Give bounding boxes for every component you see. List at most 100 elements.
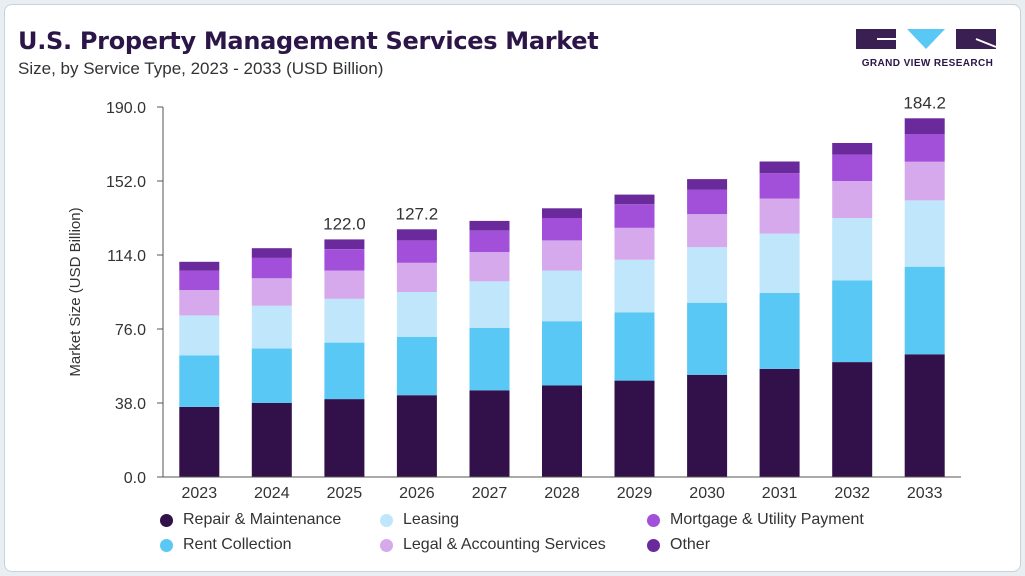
total-label-2026: 127.2 [396,204,439,223]
bar-segment-rent-2027 [469,328,510,391]
bar-segment-leasing-2031 [759,233,800,293]
bar-segment-legal-2033 [904,161,945,201]
bar-segment-leasing-2033 [904,200,945,267]
bar-segment-legal-2032 [832,181,873,218]
bar-segment-mortgage-2026 [396,240,437,263]
bar-segment-other-2032 [832,143,873,155]
bar-segment-mortgage-2033 [904,134,945,162]
bar-segment-mortgage-2031 [759,173,800,199]
bar-segment-mortgage-2028 [542,218,582,241]
x-tick-label-2024: 2024 [254,485,290,502]
legend-item-rent: Rent Collection [160,536,292,554]
bar-segment-legal-2023 [179,290,220,316]
bar-segment-leasing-2030 [687,247,728,303]
bar-segment-legal-2030 [687,214,728,248]
chart-legend: Repair & Maintenance Leasing Mortgage & Ut… [160,511,1020,571]
bar-segment-other-2030 [687,179,728,190]
legend-item-legal: Legal & Accounting Services [380,536,606,554]
legend-label-other: Other [670,536,711,553]
bar-segment-rent-2033 [904,266,945,355]
bar-segment-leasing-2025 [324,298,365,343]
legend-item-leasing: Leasing [380,511,459,529]
x-tick-label-2025: 2025 [327,485,363,502]
bar-segment-rent-2031 [759,293,800,369]
bar-segment-rent-2026 [396,336,437,396]
bar-segment-mortgage-2029 [614,204,655,228]
x-tick-label-2030: 2030 [689,485,725,502]
logo-text: GRAND VIEW RESEARCH [861,58,994,69]
logo-block-g [856,29,896,49]
grand-view-research-logo [856,29,997,49]
x-tick-label-2023: 2023 [182,485,218,502]
bar-segment-rent-2030 [687,302,728,375]
bar-segment-other-2033 [904,118,945,135]
logo-block-v [907,29,945,49]
x-tick-label-2032: 2032 [834,485,870,502]
legend-swatch-legal [380,538,393,552]
chart-subtitle: Size, by Service Type, 2023 - 2033 (USD … [18,59,384,78]
bar-segment-other-2028 [542,208,582,218]
legend-swatch-rent [160,538,173,552]
bar-segment-repair-2031 [759,368,800,477]
legend-item-repair: Repair & Maintenance [160,511,341,529]
bar-segment-leasing-2029 [614,259,655,313]
bar-segment-leasing-2023 [179,315,220,356]
bar-segment-rent-2032 [832,280,873,363]
bar-segment-leasing-2027 [469,281,510,328]
y-tick-label-1: 38.0 [115,396,146,413]
legend-label-legal: Legal & Accounting Services [403,536,606,553]
legend-swatch-mortgage [647,513,660,527]
x-tick-label-2031: 2031 [762,485,798,502]
bar-segment-other-2027 [469,220,510,231]
chart-title: U.S. Property Management Services Market [18,27,599,55]
bar-segment-repair-2030 [687,374,728,477]
bar-segment-leasing-2024 [251,305,292,349]
bar-segment-legal-2027 [469,252,510,282]
bar-segment-repair-2026 [396,395,437,477]
bar-segment-rent-2029 [614,312,655,381]
bar-segment-repair-2032 [832,362,873,477]
bar-segment-rent-2024 [251,348,292,403]
y-tick-label-3: 114.0 [107,248,146,265]
labels-layer: 2023 2024 2025 2026 2027 2028 2029 2030 2031 2032… [67,93,946,502]
bar-segment-other-2024 [251,248,292,258]
bar-segment-mortgage-2024 [251,257,292,279]
bar-segment-rent-2028 [542,321,582,386]
bar-segment-repair-2027 [469,390,510,477]
bar-segment-other-2023 [179,261,220,271]
bar-segment-repair-2028 [542,385,582,477]
bar-segment-mortgage-2032 [832,154,873,181]
bar-segment-legal-2028 [542,240,582,271]
bar-segment-mortgage-2025 [324,249,365,271]
bar-segment-leasing-2028 [542,270,582,322]
bar-segment-rent-2023 [179,355,220,407]
bar-segment-repair-2025 [324,399,365,477]
bar-segment-legal-2026 [396,262,437,292]
y-tick-label-4: 152.0 [106,174,146,191]
y-tick-label-0: 0.0 [124,470,146,487]
bars-layer [179,118,945,477]
bar-segment-repair-2029 [614,380,655,477]
axes-layer [157,106,961,478]
bar-segment-repair-2033 [904,354,945,477]
legend-item-mortgage: Mortgage & Utility Payment [647,511,864,529]
total-label-2025: 122.0 [323,214,366,233]
bar-segment-repair-2024 [251,403,292,477]
y-tick-label-2: 76.0 [115,322,146,339]
bar-segment-legal-2031 [759,198,800,234]
bar-segment-repair-2023 [179,406,220,477]
legend-label-rent: Rent Collection [183,536,292,553]
bar-segment-legal-2024 [251,278,292,306]
total-label-2033: 184.2 [903,93,946,112]
bar-segment-other-2025 [324,239,365,250]
x-tick-label-2026: 2026 [399,485,435,502]
x-tick-label-2033: 2033 [907,485,943,502]
bar-segment-legal-2025 [324,270,365,299]
bar-segment-legal-2029 [614,227,655,260]
x-tick-label-2029: 2029 [617,485,653,502]
y-axis-title: Market Size (USD Billion) [67,207,84,376]
legend-swatch-leasing [380,513,393,527]
bar-segment-rent-2025 [324,342,365,400]
bar-segment-leasing-2032 [832,218,873,281]
